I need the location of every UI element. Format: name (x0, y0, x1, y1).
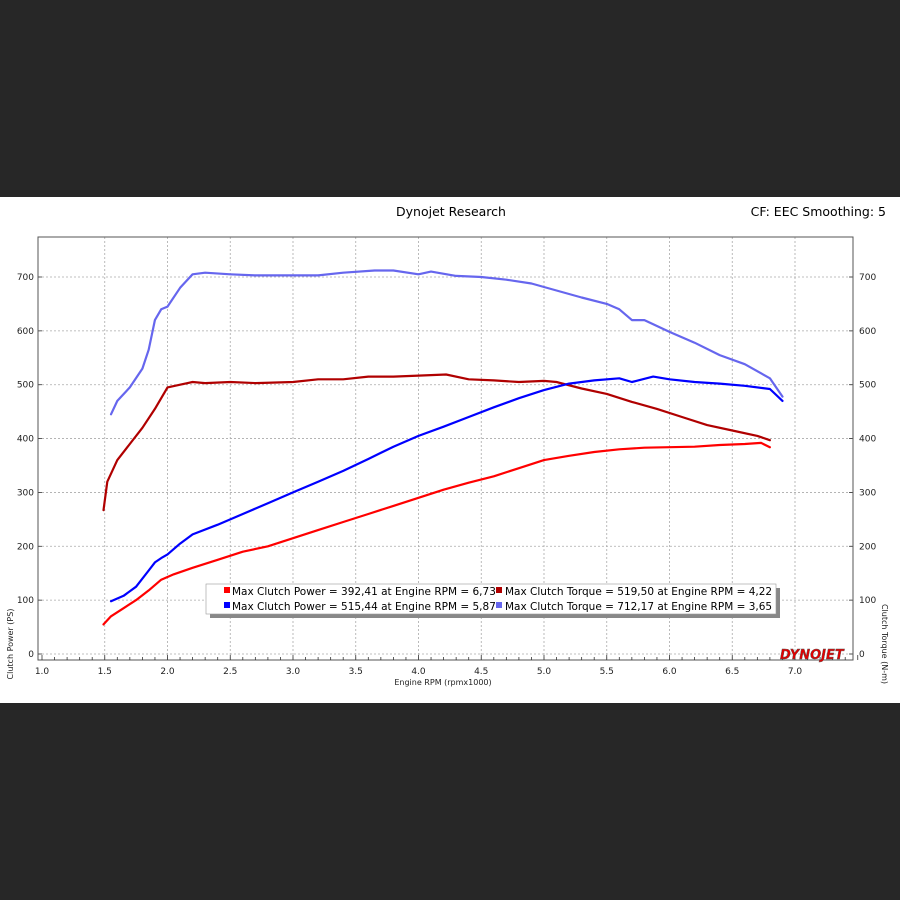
y-tick-label: 200 (17, 542, 34, 552)
x-tick-label: 6.0 (662, 667, 677, 677)
x-axis-label: Engine RPM (rpmx1000) (394, 678, 491, 687)
x-tick-label: 4.0 (411, 667, 426, 677)
legend-swatch-4 (496, 602, 502, 608)
x-tick-label: 6.5 (725, 667, 739, 677)
legend-entry-3: Max Clutch Power = 515,44 at Engine RPM … (232, 601, 496, 613)
y-right-tick-labels: 0 100 200 300 400 500 600 700 (859, 273, 876, 660)
y-right-axis-label: Clutch Torque (N-m) (880, 604, 889, 684)
legend-entry-4: Max Clutch Torque = 712,17 at Engine RPM… (505, 601, 772, 613)
chart-title: Dynojet Research (396, 204, 506, 219)
y-tick-label: 0 (28, 650, 34, 660)
y-right-tick-label: 300 (859, 488, 876, 498)
series-line-4 (109, 269, 784, 416)
series-line-1 (102, 441, 772, 626)
legend-swatch-3 (224, 602, 230, 608)
plot-frame (37, 236, 854, 661)
y-tick-label: 300 (17, 488, 34, 498)
dyno-report-sheet: Dynojet Research CF: EEC Smoothing: 5 1.… (0, 197, 900, 703)
x-tick-label: 3.0 (286, 667, 301, 677)
legend-box (205, 583, 777, 615)
y-right-tick-label: 200 (859, 542, 876, 552)
y-tick-label: 600 (17, 327, 34, 337)
legend-entry-1: Max Clutch Power = 392,41 at Engine RPM … (232, 586, 496, 598)
y-right-tick-label: 700 (859, 273, 876, 283)
y-right-tick-label: 0 (859, 650, 865, 660)
legend: Max Clutch Power = 392,41 at Engine RPM … (205, 583, 780, 618)
legend-entry-2: Max Clutch Torque = 519,50 at Engine RPM… (505, 586, 772, 598)
legend-swatch-1 (224, 587, 230, 593)
x-minor-ticks (41, 655, 859, 660)
y-tick-labels: 0 100 200 300 400 500 600 700 (17, 273, 34, 660)
x-tick-label: 7.0 (788, 667, 803, 677)
chart-subtitle: CF: EEC Smoothing: 5 (750, 204, 886, 219)
x-tick-label: 1.0 (35, 667, 50, 677)
y-tick-label: 700 (17, 273, 34, 283)
dynojet-logo: DYNOJET (780, 648, 845, 663)
series-lines (102, 269, 784, 626)
x-tick-label: 2.5 (223, 667, 237, 677)
y-right-tick-label: 400 (859, 435, 876, 445)
series-line-3 (109, 375, 784, 603)
x-tick-label: 2.0 (160, 667, 175, 677)
x-tick-label: 4.5 (474, 667, 488, 677)
dyno-chart: 1.0 1.5 2.0 2.5 3.0 3.5 4.0 4.5 5.0 5.5 6.0 6.5 7.0 … (6, 236, 889, 687)
x-tick-labels: 1.0 1.5 2.0 2.5 3.0 3.5 4.0 4.5 5.0 5.5 6.0 6.5 7.0 (35, 667, 803, 677)
y-axis-label: Clutch Power (PS) (6, 609, 15, 680)
x-tick-label: 1.5 (98, 667, 112, 677)
y-tick-label: 400 (17, 435, 34, 445)
x-tick-label: 5.5 (600, 667, 614, 677)
x-tick-label: 5.0 (537, 667, 552, 677)
y-tick-label: 500 (17, 381, 34, 391)
y-right-tick-label: 100 (859, 596, 876, 606)
series-line-2 (102, 373, 772, 512)
y-right-tick-label: 600 (859, 327, 876, 337)
y-tick-label: 100 (17, 596, 34, 606)
y-right-tick-label: 500 (859, 381, 876, 391)
legend-swatch-2 (496, 587, 502, 593)
x-tick-label: 3.5 (349, 667, 363, 677)
